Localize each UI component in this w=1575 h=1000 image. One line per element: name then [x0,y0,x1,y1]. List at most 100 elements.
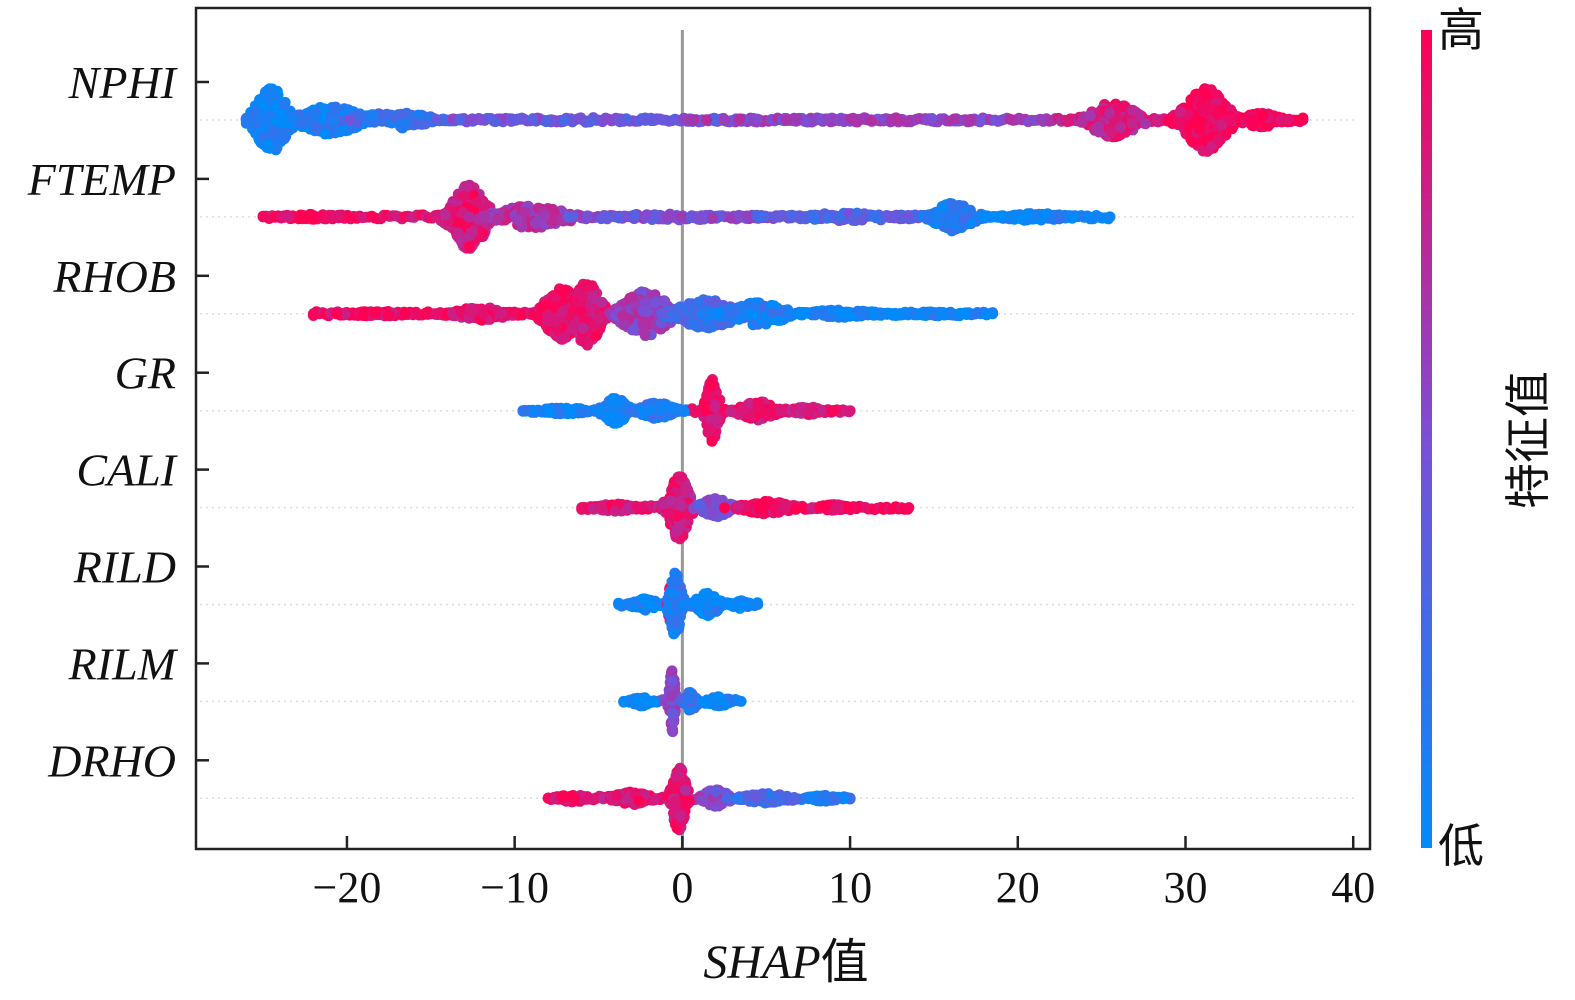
feature-row-rhob [307,278,999,351]
point [1127,104,1139,116]
point [1200,88,1212,100]
point [420,118,431,130]
point [520,405,531,416]
point [773,210,785,222]
point [637,305,649,317]
point [328,105,340,117]
point [752,399,764,411]
point [556,285,568,297]
point [652,113,664,125]
point [804,405,815,417]
feature-row-cali [576,471,915,545]
point [628,209,640,221]
point [466,307,478,319]
point [258,99,270,111]
point [675,211,687,223]
point [463,211,475,223]
point [413,109,425,121]
point [1030,209,1042,221]
point [1006,211,1017,223]
point [979,211,990,223]
point [834,211,846,223]
point [577,323,589,334]
point [783,308,795,320]
point [1197,102,1209,114]
feature-row-ftemp [257,179,1116,254]
point [775,405,787,417]
point [820,113,832,125]
point [288,112,300,124]
point [627,291,639,303]
point [969,308,981,320]
point [491,214,503,225]
point [996,210,1008,222]
point [725,406,737,417]
point [1035,114,1047,126]
point [1275,114,1287,125]
point [464,241,475,253]
point [987,308,999,320]
point [835,307,847,319]
point [618,319,630,331]
point [539,211,551,223]
point [685,114,697,126]
point [728,307,740,318]
point [666,401,678,413]
point [661,211,673,223]
point [695,308,707,320]
point [307,308,319,320]
point [1246,114,1257,126]
point [955,307,967,319]
point [496,308,508,319]
point [527,113,539,125]
point [733,209,745,221]
point [275,126,287,138]
point [704,423,715,435]
point [639,114,651,126]
point [876,308,888,320]
point [369,306,381,318]
point [1104,211,1116,223]
point [798,307,810,319]
point [1193,123,1205,135]
point [734,113,746,125]
point [578,336,590,348]
point [1126,117,1138,129]
point [617,310,629,321]
point [412,118,424,130]
point [511,114,522,126]
point [965,114,976,125]
point [319,128,331,140]
point [809,213,821,225]
point [903,115,915,127]
point [430,308,442,320]
point [706,212,718,224]
point [921,114,933,126]
point [320,212,332,224]
point [709,401,721,413]
point [809,309,821,321]
point [575,305,587,317]
feature-row-nphi [240,83,1309,157]
point [946,198,958,210]
point [357,310,369,321]
point [1283,114,1294,125]
point [667,310,679,322]
point [701,390,713,402]
point [902,210,914,221]
point [689,319,700,331]
point [866,115,878,127]
point [1162,115,1174,127]
point [847,214,859,226]
point [271,142,283,154]
point [283,211,295,223]
point [596,212,608,224]
point [613,212,625,224]
point [562,211,574,223]
point [260,114,272,125]
point [471,196,483,208]
point [267,125,279,137]
point [584,116,596,128]
point [641,209,653,221]
